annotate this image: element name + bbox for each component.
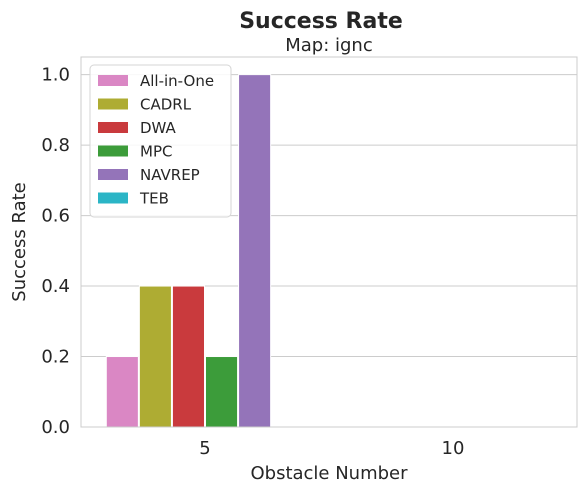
chart-title: Success Rate [239,9,403,34]
y-tick-label: 0.4 [41,276,70,297]
legend-label: TEB [139,190,169,208]
x-tick-label: 10 [442,438,465,459]
plot-frame [80,56,578,428]
legend-label: CADRL [140,96,192,114]
plot-area: 0.0 0.2 0.4 0.6 0.8 1.0 5 10 [41,56,578,459]
bar-all-in-one-5 [105,356,139,428]
bar-cadrl-5 [138,285,172,428]
bar-dwa-5 [171,285,205,428]
legend-swatch [98,75,128,86]
x-tick-label: 5 [199,438,210,459]
y-tick-label: 0.8 [41,135,70,156]
legend-label: NAVREP [140,166,200,184]
y-tick-label: 0.0 [41,417,70,438]
legend-label: All-in-One [140,72,214,90]
y-axis-label: Success Rate [9,182,30,301]
bar-navrep-5 [238,74,272,428]
y-tick-label: 1.0 [41,65,70,86]
legend-swatch [98,145,128,157]
legend: All-in-One CADRL DWA MPC NAVREP TEB [89,64,232,218]
legend-label: MPC [140,143,172,161]
legend-swatch [98,122,128,133]
y-tick-label: 0.6 [41,206,70,227]
legend-swatch [98,169,128,180]
x-axis-label: Obstacle Number [250,463,408,484]
legend-swatch [98,192,128,204]
bar-mpc-5 [205,356,239,428]
legend-label: DWA [140,119,177,137]
legend-swatch [98,98,128,110]
chart-subtitle: Map: ignc [285,35,373,56]
y-tick-label: 0.2 [41,347,70,368]
